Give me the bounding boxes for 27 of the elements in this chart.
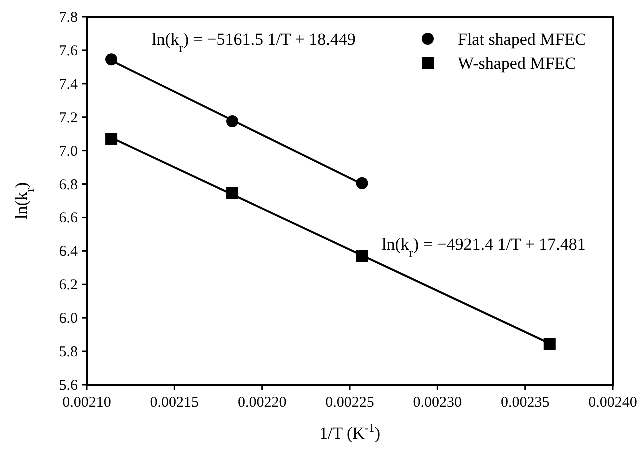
x-tick-label: 0.00225 bbox=[326, 395, 374, 411]
annotation: ln(k$_{r}$) = −4921.4 1/T + 17.481 bbox=[382, 235, 586, 260]
x-tick-label: 0.00235 bbox=[500, 395, 550, 411]
point bbox=[544, 338, 556, 350]
x-tick-label: 0.00210 bbox=[62, 395, 112, 411]
y-tick-label: 7.8 bbox=[59, 10, 78, 26]
y-tick-label: 7.2 bbox=[59, 110, 78, 126]
y-tick-label: 6.4 bbox=[59, 244, 78, 260]
y-tick-label: 6.2 bbox=[59, 278, 78, 294]
point bbox=[106, 133, 118, 146]
x-tick-label: 0.00240 bbox=[588, 395, 638, 411]
x-tick-label: 0.00215 bbox=[150, 395, 200, 411]
y-tick-label: 7.0 bbox=[59, 144, 78, 160]
legend-label: W-shaped MFEC bbox=[458, 54, 577, 73]
y-tick-label: 6.8 bbox=[59, 177, 78, 194]
point bbox=[106, 54, 118, 66]
x-tick-label: 0.00230 bbox=[413, 395, 462, 411]
y-tick-label: 7.6 bbox=[59, 43, 78, 60]
annotation: ln(k$_{r}$) = −5161.5 1/T + 18.449 bbox=[152, 30, 356, 55]
y-tick-label: 5.6 bbox=[59, 378, 78, 394]
y-tick-label: 6.6 bbox=[59, 210, 78, 227]
x-tick-label: 0.00220 bbox=[238, 395, 287, 411]
legend-label: Flat shaped MFEC bbox=[458, 30, 586, 49]
y-tick-label: 7.4 bbox=[59, 76, 78, 93]
y-tick-label: 5.8 bbox=[59, 344, 78, 361]
y-tick-label: 6.0 bbox=[59, 311, 78, 328]
x-axis-title: 1/T (K$^{-1}$) bbox=[319, 421, 381, 443]
